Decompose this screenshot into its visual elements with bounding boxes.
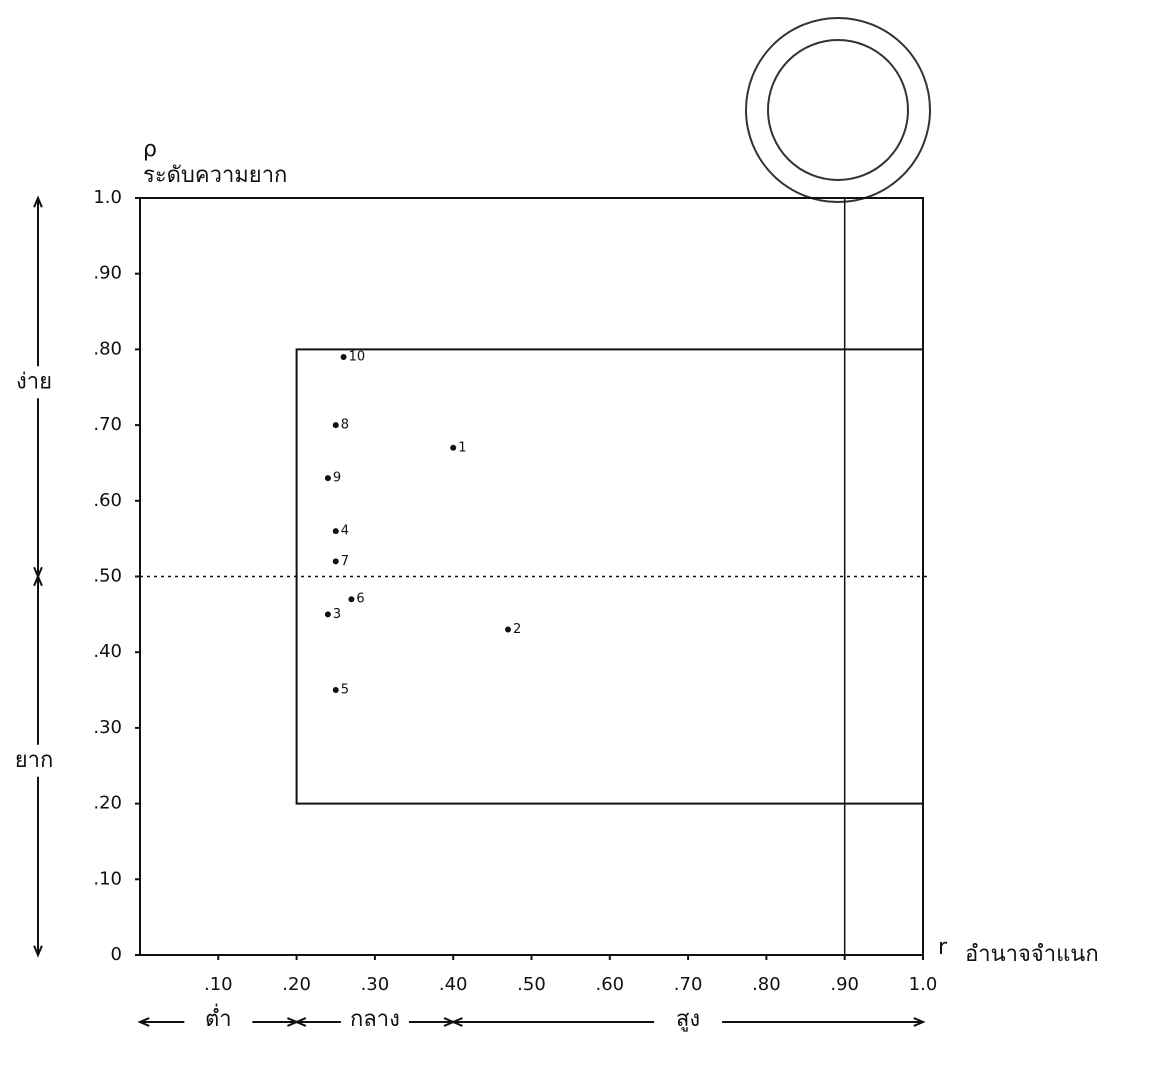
x-tick-label: .60 <box>595 974 624 995</box>
point <box>332 528 339 535</box>
point <box>505 626 512 633</box>
point-label: 5 <box>341 683 349 698</box>
x-tick-label: .10 <box>204 974 233 995</box>
point <box>324 611 331 618</box>
y-tick-label: .60 <box>93 490 122 511</box>
point <box>332 687 339 694</box>
y-tick-label: .80 <box>93 338 122 359</box>
point-label: 10 <box>349 349 366 364</box>
y-tick-label: .10 <box>93 868 122 889</box>
x-tick-label: .30 <box>361 974 390 995</box>
range-label: สูง <box>676 1007 700 1032</box>
y-tick-label: .30 <box>93 717 122 738</box>
point <box>450 444 457 451</box>
arrow-head <box>33 945 43 958</box>
arrow-head <box>33 195 43 208</box>
x-tick-label: .50 <box>517 974 546 995</box>
y-axis-label: ระดับความยาก <box>143 163 287 188</box>
arrow-head <box>33 573 43 587</box>
range-label: ง่าย <box>16 369 52 394</box>
arrow-head <box>450 1017 463 1027</box>
point <box>324 475 331 482</box>
point-label: 1 <box>458 440 466 455</box>
stamp <box>745 17 931 203</box>
arrow-head <box>913 1017 926 1027</box>
point <box>332 422 339 429</box>
y-tick-label: .40 <box>93 641 122 662</box>
x-tick-label: .90 <box>830 974 859 995</box>
y-symbol: ρ <box>143 137 157 162</box>
point-label: 4 <box>341 524 349 539</box>
arrow-head <box>137 1017 150 1027</box>
range-label: ยาก <box>15 748 54 773</box>
label-bg <box>340 1006 409 1036</box>
x-tick-label: .40 <box>439 974 468 995</box>
y-tick-label: 1.0 <box>93 187 122 208</box>
y-tick-label: .20 <box>93 793 122 814</box>
x-axis-label: อำนาจจำแนก <box>965 942 1099 967</box>
y-tick-label: 0 <box>111 944 122 965</box>
label-bg <box>184 1006 253 1036</box>
label-bg <box>0 744 72 777</box>
y-tick-label: .50 <box>93 566 122 587</box>
label-bg <box>654 1006 723 1036</box>
x-tick-label: .80 <box>752 974 781 995</box>
point <box>340 353 347 360</box>
point-label: 2 <box>513 622 521 637</box>
point <box>348 596 355 603</box>
x-tick-label: .20 <box>282 974 311 995</box>
arrow-head <box>294 1017 307 1027</box>
x-tick-label: 1.0 <box>909 974 938 995</box>
point <box>332 558 339 565</box>
x-symbol: r <box>938 935 948 960</box>
point-label: 3 <box>333 607 341 622</box>
x-tick-label: .70 <box>674 974 703 995</box>
range-label: กลาง <box>350 1007 400 1032</box>
point-label: 8 <box>341 418 349 433</box>
y-tick-label: .70 <box>93 414 122 435</box>
range-label: ต่ำ <box>205 1003 232 1032</box>
label-bg <box>0 366 72 399</box>
point-label: 9 <box>333 471 341 486</box>
y-tick-label: .90 <box>93 263 122 284</box>
point-label: 6 <box>356 592 364 607</box>
point-label: 7 <box>341 554 349 569</box>
